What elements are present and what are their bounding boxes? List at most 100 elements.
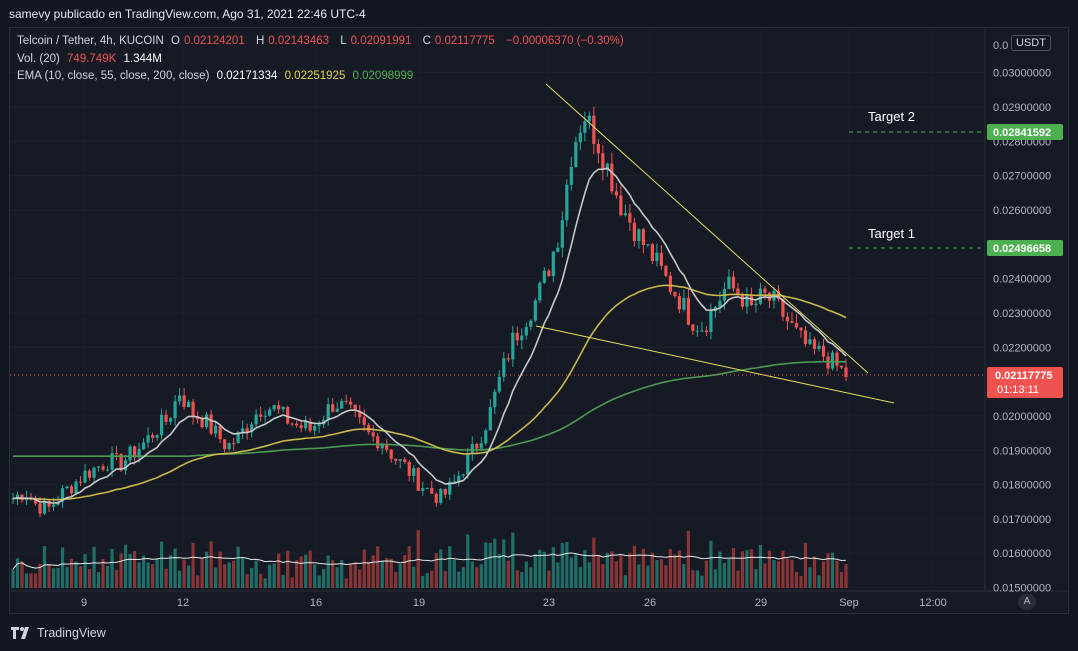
- volume-bar: [749, 549, 754, 588]
- candle-body: [394, 458, 398, 461]
- volume-bar: [119, 553, 123, 588]
- volume-bar: [128, 553, 132, 588]
- volume-bar: [430, 570, 434, 588]
- candle-body: [173, 401, 177, 419]
- volume-bar: [686, 530, 691, 588]
- candle-body: [425, 487, 429, 489]
- currency-button[interactable]: USDT: [1011, 35, 1051, 51]
- volume-bar: [736, 570, 740, 588]
- symbol-title[interactable]: Telcoin / Tether, 4h, KUCOIN: [17, 35, 164, 47]
- volume-bars: [11, 530, 848, 588]
- candle-body: [596, 143, 600, 154]
- candle-body: [506, 358, 510, 360]
- candle-body: [87, 470, 92, 478]
- volume-bar: [812, 556, 817, 588]
- volume-bar: [632, 545, 636, 588]
- volume-bar: [713, 569, 718, 588]
- candle-body: [565, 184, 569, 221]
- candle-body: [96, 466, 101, 468]
- volume-bar: [164, 568, 168, 588]
- volume-bar: [132, 550, 137, 588]
- volume-bar: [623, 575, 627, 588]
- volume-bar: [412, 566, 416, 588]
- volume-bar: [484, 542, 488, 588]
- candle-body: [313, 426, 317, 431]
- candle-body: [74, 481, 78, 494]
- candle-body: [200, 419, 204, 428]
- volume-bar: [421, 575, 425, 588]
- candle-body: [547, 270, 551, 277]
- volume-bar: [47, 564, 51, 588]
- volume-bar: [227, 562, 231, 588]
- candle-body: [839, 365, 844, 368]
- candle-body: [191, 401, 195, 417]
- volume-bar: [655, 560, 659, 588]
- candle-body: [38, 503, 42, 514]
- volume-bar: [304, 554, 308, 588]
- volume-bar: [574, 553, 578, 588]
- time-tick-label: 23: [543, 597, 555, 609]
- volume-bar: [637, 564, 641, 588]
- volume-bar: [785, 558, 790, 588]
- volume-bar: [659, 559, 663, 588]
- candle-body: [830, 352, 835, 369]
- volume-bar: [299, 556, 303, 588]
- volume-bar: [367, 561, 371, 588]
- legend-volume[interactable]: Vol. (20) 749.749K 1.344M: [17, 53, 162, 65]
- volume-bar: [295, 560, 299, 588]
- volume-bar: [20, 561, 24, 588]
- volume-bar: [758, 544, 763, 588]
- candle-body: [15, 494, 20, 499]
- volume-bar: [385, 558, 389, 588]
- volume-bar: [209, 541, 213, 588]
- volume-bar: [493, 538, 497, 588]
- candle-body: [691, 324, 695, 331]
- volume-bar: [781, 550, 785, 588]
- candle-body: [326, 404, 330, 420]
- volume-bar: [506, 560, 510, 588]
- candle-body: [187, 401, 191, 407]
- candle-body: [610, 163, 614, 192]
- candle-body: [650, 244, 654, 261]
- volume-bar: [56, 568, 60, 588]
- volume-bar: [592, 537, 596, 588]
- candle-body: [146, 435, 150, 443]
- price-tick-label: 0.02400000: [993, 274, 1051, 286]
- volume-bar: [24, 573, 29, 588]
- candle-body: [704, 330, 709, 333]
- chart-frame[interactable]: [9, 27, 1069, 614]
- candle-body: [308, 421, 312, 431]
- auto-scale-button[interactable]: A: [1018, 594, 1036, 610]
- volume-bar: [542, 551, 546, 588]
- time-axis: 9 12 16 19 23 26 29 Sep 12:00: [81, 597, 947, 609]
- candle-body: [578, 132, 582, 143]
- volume-bar: [794, 571, 799, 588]
- candle-body: [785, 316, 790, 322]
- volume-bar: [677, 550, 681, 588]
- volume-bar: [502, 539, 506, 588]
- candle-body: [664, 266, 668, 276]
- candle-body: [574, 142, 578, 167]
- candle-body: [42, 500, 47, 514]
- volume-bar: [664, 565, 668, 588]
- volume-bar: [776, 561, 781, 588]
- volume-bar: [110, 548, 114, 588]
- legend-ema[interactable]: EMA (10, close, 55, close, 200, close) 0…: [17, 70, 414, 82]
- volume-bar: [331, 560, 335, 588]
- price-axis: 0.01500000 0.01600000 0.01700000 0.01800000…: [993, 40, 1051, 595]
- volume-bar: [704, 560, 709, 588]
- candle-body: [488, 407, 492, 431]
- volume-bar: [799, 576, 803, 588]
- time-tick-label: 19: [413, 597, 425, 609]
- candle-body: [259, 414, 263, 417]
- candle-body: [69, 486, 74, 494]
- candle-body: [376, 436, 380, 449]
- candle-body: [254, 414, 258, 425]
- candle-body: [272, 405, 276, 410]
- volume-bar: [69, 558, 74, 588]
- candle-body: [569, 166, 573, 185]
- ema55-line: [12, 284, 847, 501]
- candle-body: [223, 439, 227, 450]
- volume-bar: [434, 553, 438, 588]
